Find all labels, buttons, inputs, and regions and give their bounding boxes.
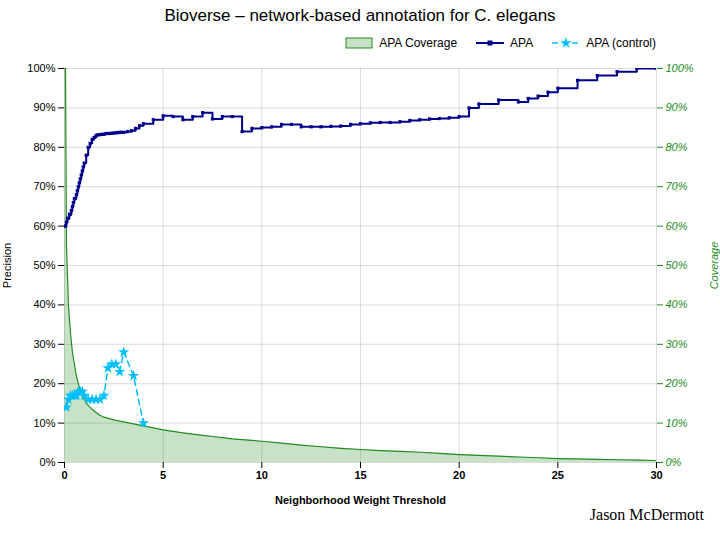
- svg-text:20%: 20%: [33, 377, 55, 389]
- svg-text:50%: 50%: [33, 259, 55, 271]
- html-text:Bioverse – network-based annot: Bioverse – network-based annotation for …: [164, 6, 556, 25]
- svg-text:80%: 80%: [33, 141, 55, 153]
- svg-text:Coverage: Coverage: [708, 242, 720, 290]
- svg-text:30: 30: [650, 469, 662, 481]
- svg-text:Neighborhood Weight Threshold: Neighborhood Weight Threshold: [275, 494, 446, 506]
- svg-text:0: 0: [61, 469, 67, 481]
- svg-text:80%: 80%: [666, 141, 688, 153]
- html-text:APA: APA: [510, 36, 534, 50]
- svg-text:0%: 0%: [666, 456, 682, 468]
- svg-text:Precision: Precision: [1, 243, 13, 288]
- svg-text:30%: 30%: [33, 338, 55, 350]
- html-text:APA (control): APA (control): [586, 36, 656, 50]
- svg-text:60%: 60%: [666, 220, 688, 232]
- svg-text:100%: 100%: [27, 62, 55, 74]
- svg-text:15: 15: [354, 469, 366, 481]
- svg-text:60%: 60%: [33, 220, 55, 232]
- svg-text:70%: 70%: [33, 180, 55, 192]
- svg-text:40%: 40%: [666, 298, 688, 310]
- svg-text:20: 20: [453, 469, 465, 481]
- svg-text:100%: 100%: [666, 62, 694, 74]
- svg-text:10%: 10%: [666, 417, 688, 429]
- svg-text:25: 25: [552, 469, 564, 481]
- svg-text:10: 10: [256, 469, 268, 481]
- svg-text:70%: 70%: [666, 180, 688, 192]
- svg-text:30%: 30%: [666, 338, 688, 350]
- svg-text:40%: 40%: [33, 298, 55, 310]
- svg-text:20%: 20%: [665, 377, 688, 389]
- svg-text:90%: 90%: [33, 101, 55, 113]
- svg-text:0%: 0%: [40, 456, 56, 468]
- svg-text:5: 5: [160, 469, 166, 481]
- svg-text:90%: 90%: [666, 101, 688, 113]
- html-text:APA Coverage: APA Coverage: [379, 36, 458, 50]
- svg-text:50%: 50%: [666, 259, 688, 271]
- svg-text:10%: 10%: [33, 417, 55, 429]
- html-text:Jason McDermott: Jason McDermott: [589, 506, 704, 523]
